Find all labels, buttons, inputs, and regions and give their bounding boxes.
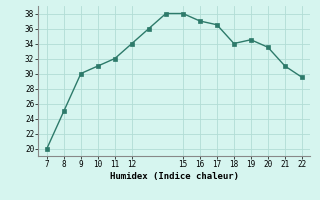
X-axis label: Humidex (Indice chaleur): Humidex (Indice chaleur) <box>110 172 239 181</box>
